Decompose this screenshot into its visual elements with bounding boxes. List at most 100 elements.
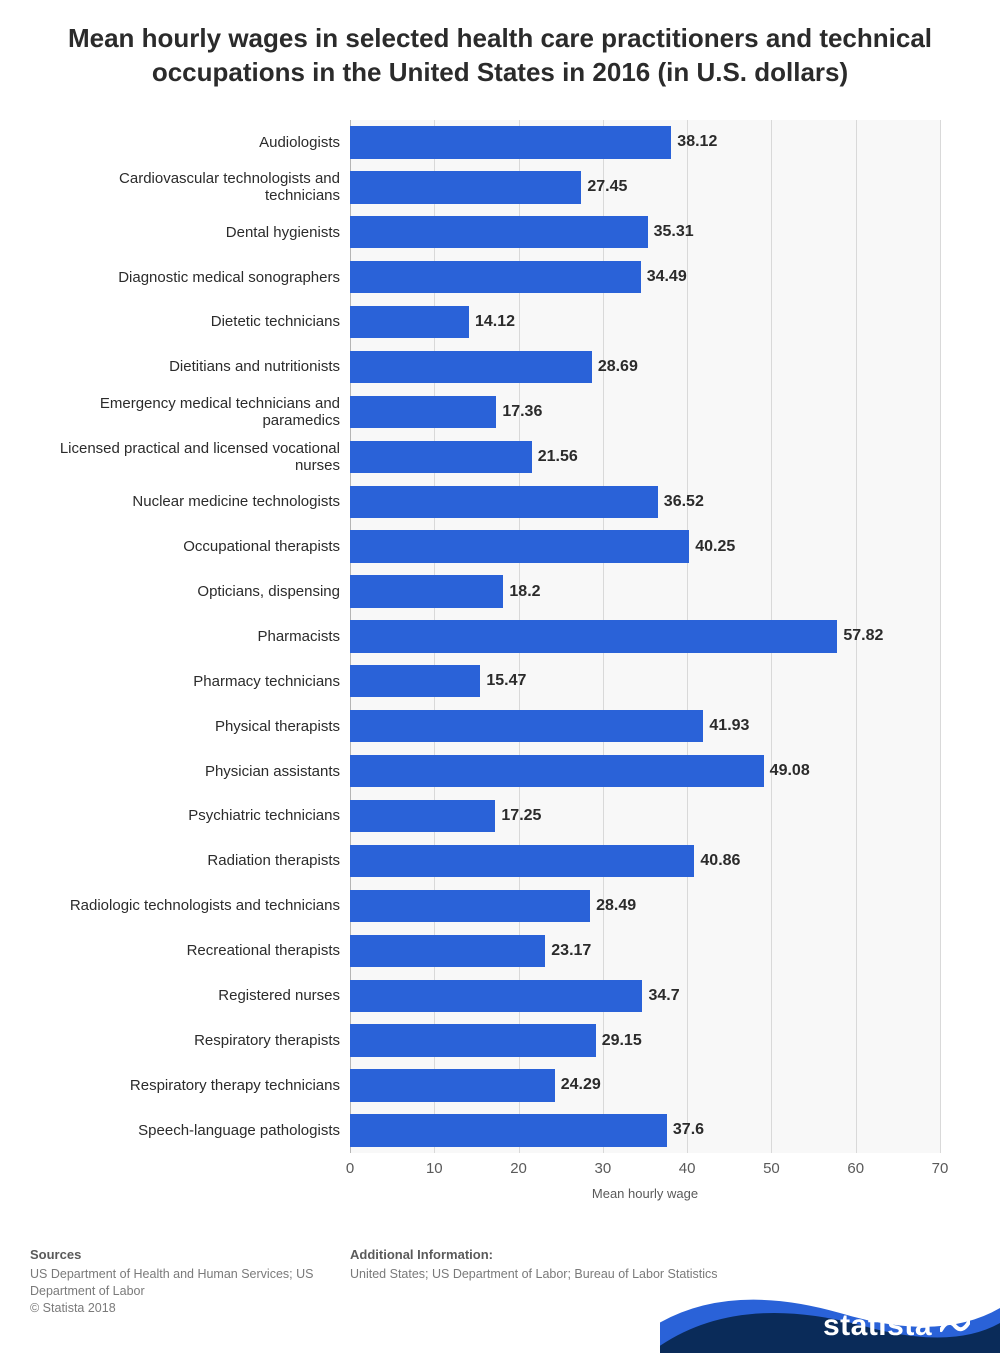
bar [350, 486, 658, 518]
sources-text: US Department of Health and Human Servic… [30, 1266, 340, 1300]
bar-row: Audiologists38.12 [350, 120, 940, 165]
bar-row: Speech-language pathologists37.6 [350, 1108, 940, 1153]
x-tick-label: 70 [932, 1160, 949, 1177]
bar-row: Pharmacy technicians15.47 [350, 659, 940, 704]
category-label: Occupational therapists [30, 538, 340, 555]
category-label: Respiratory therapy technicians [30, 1077, 340, 1094]
category-label: Nuclear medicine technologists [30, 493, 340, 510]
bar [350, 261, 641, 293]
value-label: 38.12 [677, 133, 717, 151]
bar [350, 396, 496, 428]
bar [350, 755, 764, 787]
x-tick-label: 50 [763, 1160, 780, 1177]
bar-row: Nuclear medicine technologists36.52 [350, 479, 940, 524]
bar-row: Registered nurses34.7 [350, 973, 940, 1018]
value-label: 49.08 [770, 762, 810, 780]
value-label: 23.17 [551, 942, 591, 960]
footer: Sources US Department of Health and Huma… [30, 1243, 1000, 1353]
grid-line [940, 120, 941, 1153]
category-label: Registered nurses [30, 987, 340, 1004]
bar-row: Pharmacists57.82 [350, 614, 940, 659]
value-label: 27.45 [587, 178, 627, 196]
bar [350, 530, 689, 562]
x-tick-label: 20 [510, 1160, 527, 1177]
bar-row: Radiologic technologists and technicians… [350, 883, 940, 928]
bar-row: Psychiatric technicians17.25 [350, 794, 940, 839]
x-tick-label: 30 [595, 1160, 612, 1177]
bar [350, 306, 469, 338]
category-label: Physician assistants [30, 763, 340, 780]
value-label: 21.56 [538, 448, 578, 466]
bar-row: Licensed practical and licensed vocation… [350, 434, 940, 479]
additional-info-block: Additional Information: United States; U… [350, 1247, 870, 1283]
bar [350, 845, 694, 877]
bar [350, 665, 480, 697]
category-label: Speech-language pathologists [30, 1122, 340, 1139]
bar-row: Opticians, dispensing18.2 [350, 569, 940, 614]
bar [350, 935, 545, 967]
category-label: Cardiovascular technologists and technic… [30, 170, 340, 205]
bar-row: Diagnostic medical sonographers34.49 [350, 255, 940, 300]
bar-row: Dietetic technicians14.12 [350, 300, 940, 345]
category-label: Audiologists [30, 134, 340, 151]
bar-rows: Audiologists38.12Cardiovascular technolo… [350, 120, 940, 1153]
category-label: Emergency medical technicians and parame… [30, 395, 340, 430]
x-tick-label: 0 [346, 1160, 354, 1177]
brand-name: statista [823, 1309, 932, 1343]
x-tick-label: 10 [426, 1160, 443, 1177]
category-label: Pharmacists [30, 628, 340, 645]
category-label: Respiratory therapists [30, 1032, 340, 1049]
category-label: Radiation therapists [30, 852, 340, 869]
sources-heading: Sources [30, 1247, 340, 1262]
x-axis-title: Mean hourly wage [592, 1186, 698, 1201]
category-label: Dietetic technicians [30, 313, 340, 330]
value-label: 36.52 [664, 493, 704, 511]
bar [350, 126, 671, 158]
bar [350, 1024, 596, 1056]
category-label: Radiologic technologists and technicians [30, 897, 340, 914]
additional-info-heading: Additional Information: [350, 1247, 870, 1262]
x-tick-label: 40 [679, 1160, 696, 1177]
bar-row: Cardiovascular technologists and technic… [350, 165, 940, 210]
category-label: Dietitians and nutritionists [30, 358, 340, 375]
bar [350, 1069, 555, 1101]
value-label: 34.7 [648, 987, 679, 1005]
bar-row: Recreational therapists23.17 [350, 928, 940, 973]
value-label: 24.29 [561, 1076, 601, 1094]
bar-row: Respiratory therapy technicians24.29 [350, 1063, 940, 1108]
value-label: 34.49 [647, 268, 687, 286]
brand-wave-icon [940, 1314, 970, 1338]
chart-container: Audiologists38.12Cardiovascular technolo… [30, 110, 970, 1203]
bar-row: Radiation therapists40.86 [350, 839, 940, 884]
copyright: © Statista 2018 [30, 1300, 340, 1317]
bar [350, 980, 642, 1012]
value-label: 37.6 [673, 1121, 704, 1139]
bar [350, 351, 592, 383]
bar-row: Physical therapists41.93 [350, 704, 940, 749]
bar [350, 575, 503, 607]
bar [350, 710, 703, 742]
category-label: Diagnostic medical sonographers [30, 269, 340, 286]
category-label: Licensed practical and licensed vocation… [30, 440, 340, 475]
value-label: 17.36 [502, 403, 542, 421]
value-label: 14.12 [475, 313, 515, 331]
sources-block: Sources US Department of Health and Huma… [30, 1247, 340, 1317]
value-label: 28.69 [598, 358, 638, 376]
bar [350, 890, 590, 922]
brand-logo: statista [660, 1283, 1000, 1353]
value-label: 15.47 [486, 672, 526, 690]
bar [350, 216, 648, 248]
bar-row: Emergency medical technicians and parame… [350, 389, 940, 434]
bar [350, 620, 837, 652]
plot-area: Audiologists38.12Cardiovascular technolo… [350, 120, 940, 1153]
bar-row: Respiratory therapists29.15 [350, 1018, 940, 1063]
category-label: Physical therapists [30, 718, 340, 735]
bar-row: Dietitians and nutritionists28.69 [350, 345, 940, 390]
category-label: Opticians, dispensing [30, 583, 340, 600]
bar [350, 1114, 667, 1146]
category-label: Psychiatric technicians [30, 807, 340, 824]
value-label: 29.15 [602, 1032, 642, 1050]
category-label: Dental hygienists [30, 224, 340, 241]
x-tick-label: 60 [847, 1160, 864, 1177]
chart-title: Mean hourly wages in selected health car… [0, 0, 1000, 100]
